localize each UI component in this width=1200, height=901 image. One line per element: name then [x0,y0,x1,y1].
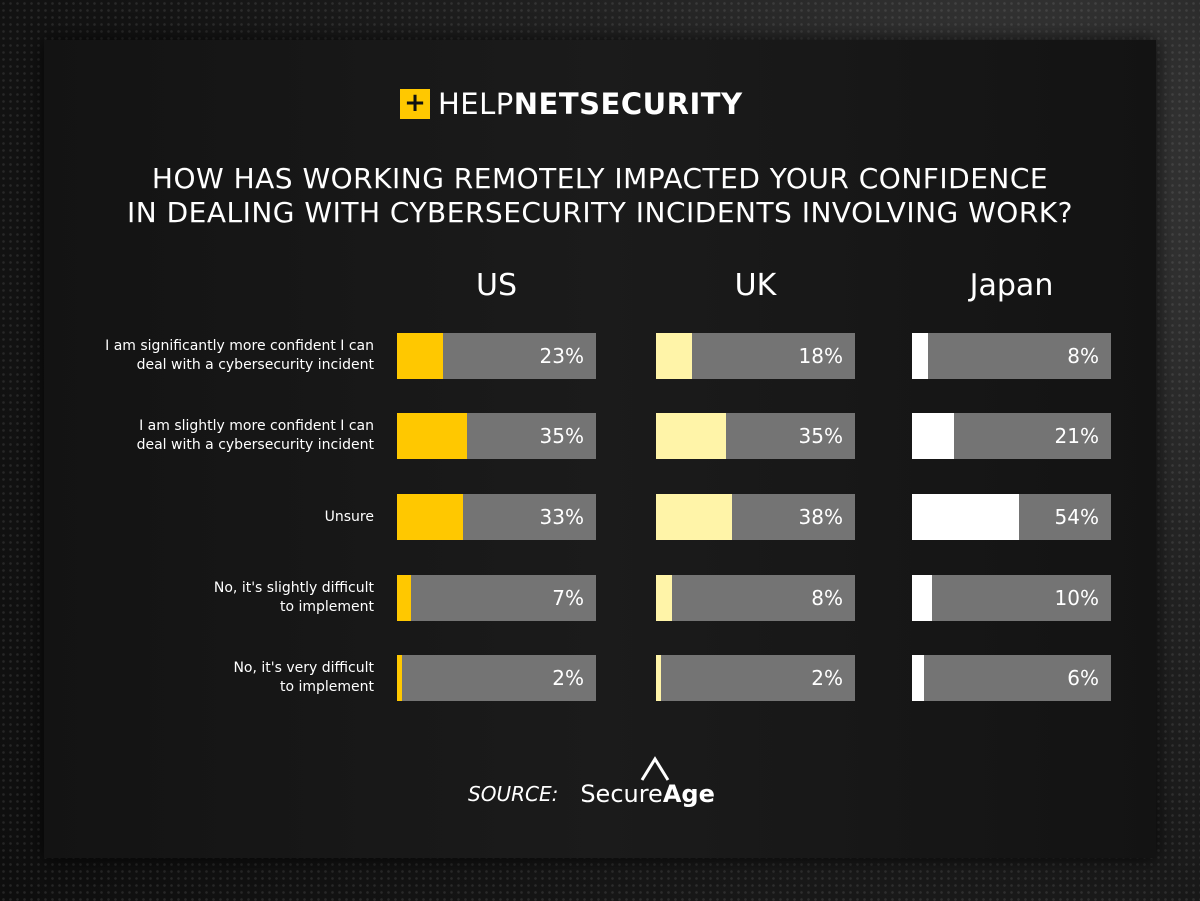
data-label: 54% [1054,505,1099,529]
data-label: 21% [1054,424,1099,448]
row-label-4: No, it's slightly difficult to implement [60,575,374,621]
row-label-1: I am significantly more confident I can d… [60,333,374,379]
bar-track-us-4: 7% [397,575,596,621]
bar-us-5 [397,655,402,701]
data-label: 10% [1054,586,1099,610]
helpnetsecurity-logo: + HELPNETSECURITY [400,87,743,121]
logo-text: HELPNETSECURITY [438,87,743,121]
bar-japan-5 [912,655,924,701]
row-label-line: to implement [279,679,374,695]
bar-uk-1 [656,333,692,379]
row-label-line: No, it's slightly difficult [213,580,374,596]
bar-us-2 [397,413,467,459]
data-label: 2% [811,666,843,690]
chart-title-line-1: HOW HAS WORKING REMOTELY IMPACTED YOUR C… [151,162,1049,195]
bar-us-3 [397,494,463,540]
row-label-text: I am slightly more confident I can deal w… [137,417,374,455]
chart-title: HOW HAS WORKING REMOTELY IMPACTED YOUR C… [60,162,1140,230]
bar-track-uk-2: 35% [656,413,855,459]
row-label-text: No, it's very difficult to implement [233,659,374,697]
row-label-line: deal with a cybersecurity incident [136,357,374,373]
data-label: 8% [811,586,843,610]
plus-icon: + [400,89,430,119]
bar-track-uk-4: 8% [656,575,855,621]
bar-track-japan-3: 54% [912,494,1111,540]
bar-track-us-3: 33% [397,494,596,540]
bar-japan-1 [912,333,928,379]
data-label: 33% [539,505,584,529]
row-label-3: Unsure [60,494,374,540]
bar-track-japan-4: 10% [912,575,1111,621]
bar-japan-4 [912,575,932,621]
bar-japan-3 [912,494,1020,540]
bar-track-japan-5: 6% [912,655,1111,701]
bar-uk-5 [656,655,661,701]
bar-track-japan-2: 21% [912,413,1111,459]
data-label: 35% [798,424,843,448]
row-label-line: I am slightly more confident I can [139,418,374,434]
bar-uk-4 [656,575,672,621]
bar-uk-2 [656,413,726,459]
row-label-text: I am significantly more confident I can d… [105,337,374,375]
bar-japan-2 [912,413,954,459]
column-header-japan: Japan [969,268,1054,303]
bar-track-us-1: 23% [397,333,596,379]
bar-us-1 [397,333,443,379]
data-label: 23% [539,344,584,368]
bar-track-uk-5: 2% [656,655,855,701]
bar-track-us-5: 2% [397,655,596,701]
secureage-logo: SecureAge [580,756,715,808]
row-label-line: deal with a cybersecurity incident [136,437,374,453]
data-label: 8% [1067,344,1099,368]
data-label: 18% [798,344,843,368]
row-label-line: I am significantly more confident I can [105,338,374,354]
data-label: 6% [1067,666,1099,690]
row-label-text: Unsure [325,508,374,527]
row-label-line: to implement [279,599,374,615]
row-label-line: No, it's very difficult [233,660,374,676]
column-header-us: US [475,268,517,303]
data-label: 7% [552,586,584,610]
bar-track-us-2: 35% [397,413,596,459]
row-label-line: Unsure [324,508,374,525]
source-label: SOURCE: [468,782,559,806]
bar-track-uk-3: 38% [656,494,855,540]
bar-track-japan-1: 8% [912,333,1111,379]
column-header-uk: UK [734,268,777,303]
row-label-5: No, it's very difficult to implement [60,655,374,701]
row-label-text: No, it's slightly difficult to implement [214,579,374,617]
chevron-up-icon [641,756,670,781]
bar-uk-3 [656,494,732,540]
data-label: 38% [798,505,843,529]
data-label: 35% [539,424,584,448]
chart-title-line-2: IN DEALING WITH CYBERSECURITY INCIDENTS … [126,196,1074,229]
row-label-2: I am slightly more confident I can deal w… [60,413,374,459]
bar-us-4 [397,575,411,621]
source-credit: SOURCE: SecureAge [468,756,715,808]
bar-track-uk-1: 18% [656,333,855,379]
data-label: 2% [552,666,584,690]
